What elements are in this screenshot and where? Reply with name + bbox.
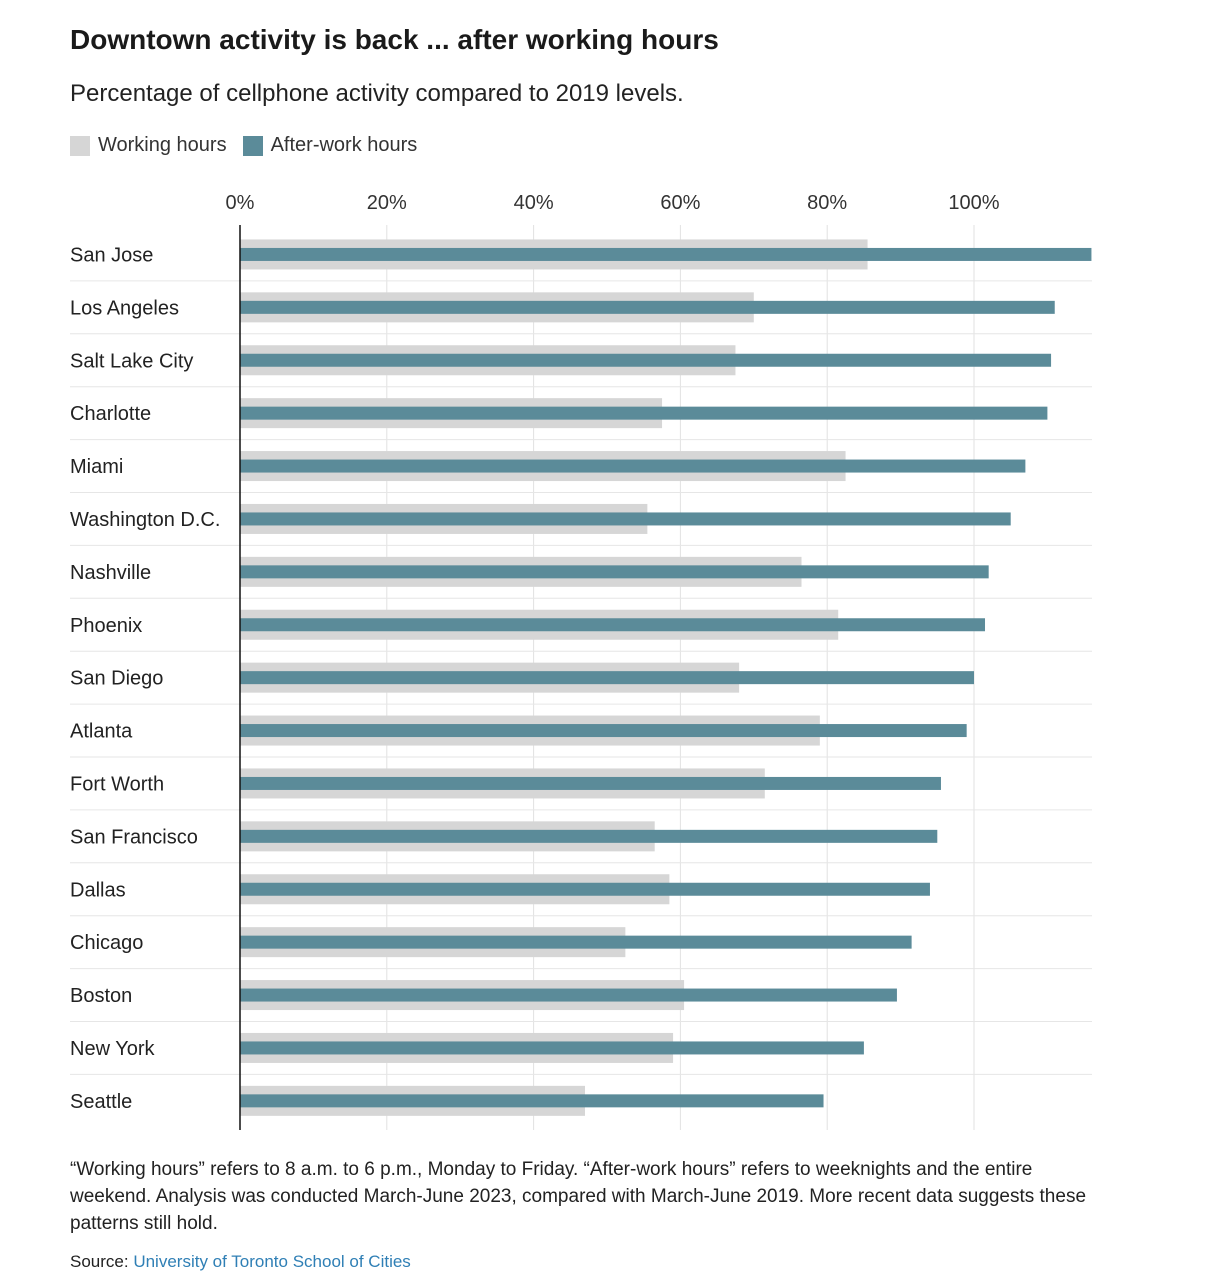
bar-after-work-hours-boston	[240, 988, 897, 1002]
chart-title: Downtown activity is back ... after work…	[70, 24, 719, 55]
bar-after-work-hours-san-jose	[240, 247, 1092, 261]
category-label-new-york: New York	[70, 1038, 155, 1060]
bar-after-work-hours-los-angeles	[240, 300, 1055, 314]
category-label-washington-d-c: Washington D.C.	[70, 509, 220, 531]
bar-chart: 0% 20% 40% 60% 80% 100% San Jose Los Angeles Sal…	[70, 192, 1092, 1130]
bar-after-work-hours-fort-worth	[240, 776, 941, 790]
x-tick-label-100: 100%	[948, 192, 999, 214]
legend-swatch-after-work-hours	[242, 135, 263, 156]
bar-after-work-hours-salt-lake-city	[240, 353, 1052, 367]
bar-after-work-hours-san-diego	[240, 671, 974, 685]
category-label-chicago: Chicago	[70, 932, 143, 954]
bar-after-work-hours-charlotte	[240, 406, 1048, 420]
legend-item-after-work-hours: After-work hours	[242, 134, 418, 157]
bar-after-work-hours-seattle	[240, 1094, 824, 1108]
category-label-dallas: Dallas	[70, 879, 126, 901]
legend-label-after-work-hours: After-work hours	[270, 134, 418, 156]
legend-label-working-hours: Working hours	[98, 134, 227, 156]
category-label-boston: Boston	[70, 985, 132, 1007]
chart-subtitle: Percentage of cellphone activity compare…	[70, 80, 684, 107]
source-label: Source:	[70, 1252, 129, 1271]
chart-note: “Working hours” refers to 8 a.m. to 6 p.…	[70, 1159, 1087, 1234]
x-tick-label-60: 60%	[660, 192, 700, 214]
category-label-phoenix: Phoenix	[70, 615, 142, 637]
bar-after-work-hours-nashville	[240, 565, 989, 579]
legend-swatch-working-hours	[70, 135, 90, 156]
bar-after-work-hours-miami	[240, 459, 1026, 473]
category-label-nashville: Nashville	[70, 562, 151, 584]
x-tick-label-80: 80%	[807, 192, 847, 214]
category-label-fort-worth: Fort Worth	[70, 773, 164, 795]
category-label-seattle: Seattle	[70, 1091, 132, 1113]
bar-after-work-hours-san-francisco	[240, 829, 938, 843]
category-label-san-diego: San Diego	[70, 668, 163, 690]
x-tick-label-20: 20%	[367, 192, 407, 214]
category-label-charlotte: Charlotte	[70, 403, 151, 425]
category-label-san-francisco: San Francisco	[70, 826, 198, 848]
x-tick-label-40: 40%	[514, 192, 554, 214]
bar-after-work-hours-chicago	[240, 935, 912, 949]
legend: Working hours After-work hours	[70, 134, 433, 157]
bar-after-work-hours-dallas	[240, 882, 930, 896]
category-label-miami: Miami	[70, 456, 123, 478]
x-tick-label-0: 0%	[226, 192, 255, 214]
bar-after-work-hours-phoenix	[240, 618, 986, 632]
category-label-san-jose: San Jose	[70, 244, 153, 266]
bar-after-work-hours-new-york	[240, 1041, 864, 1055]
source-line: Source: University of Toronto School of …	[70, 1252, 411, 1272]
legend-item-working-hours: Working hours	[70, 134, 227, 157]
source-link[interactable]: University of Toronto School of Cities	[133, 1252, 411, 1271]
category-label-salt-lake-city: Salt Lake City	[70, 350, 193, 372]
bar-after-work-hours-atlanta	[240, 724, 967, 738]
bar-after-work-hours-washington-d-c	[240, 512, 1011, 526]
category-label-atlanta: Atlanta	[70, 721, 133, 743]
category-label-los-angeles: Los Angeles	[70, 297, 179, 319]
